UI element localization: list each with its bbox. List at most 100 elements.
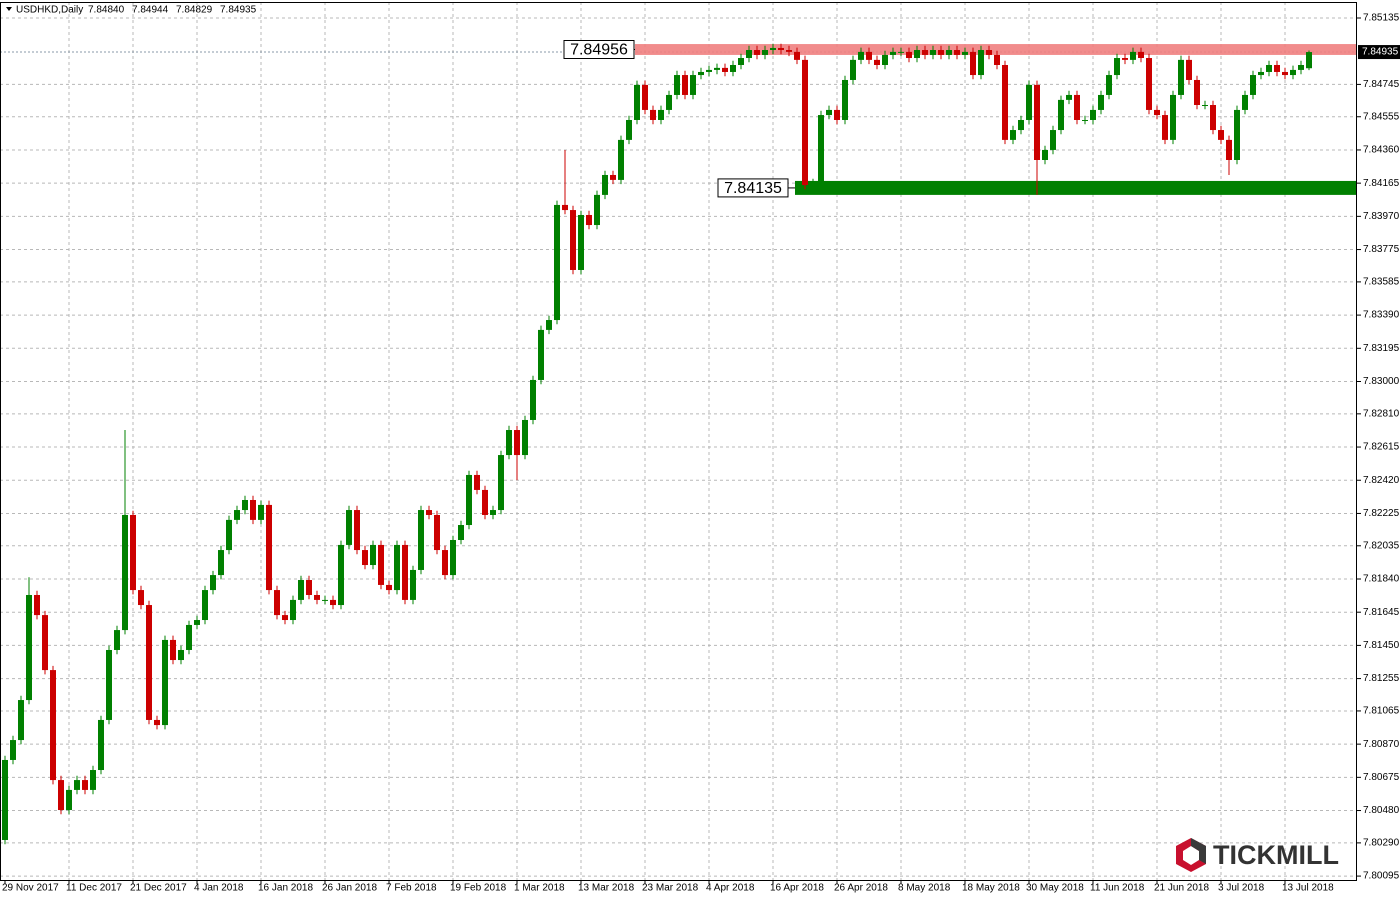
x-tick-label: 29 Nov 2017: [2, 883, 59, 894]
y-tick-label: 7.84360: [1363, 145, 1400, 156]
candle-body: [338, 544, 344, 606]
candle-body: [930, 50, 936, 55]
candle-body: [1170, 94, 1176, 140]
candle-body: [1026, 84, 1032, 120]
candle-body: [1138, 51, 1144, 59]
candle-body: [874, 59, 880, 65]
candle-body: [154, 719, 160, 726]
candle-body: [74, 780, 80, 790]
candle-body: [826, 109, 832, 116]
y-tick-label: 7.83775: [1363, 244, 1400, 255]
candle-body: [474, 474, 480, 490]
candle-body: [578, 214, 584, 270]
candle-body: [234, 510, 240, 520]
candle-body: [610, 174, 616, 180]
candle-body: [738, 58, 744, 65]
candle-body: [146, 605, 152, 720]
candle-body: [306, 580, 312, 595]
candle-body: [402, 544, 408, 600]
candle-body: [818, 115, 824, 183]
candle-body: [1114, 58, 1120, 76]
candle-body: [1194, 79, 1200, 106]
candle-body: [626, 119, 632, 140]
candle-body: [722, 67, 728, 72]
candle-body: [658, 109, 664, 120]
candle-body: [242, 499, 248, 511]
candle-body: [130, 514, 136, 591]
candle-body: [866, 51, 872, 60]
plot-frame: [0, 2, 1357, 881]
x-tick-label: 18 May 2018: [962, 883, 1020, 894]
x-tick-label: 4 Apr 2018: [706, 883, 755, 894]
candle-body: [170, 639, 176, 661]
candle-body: [418, 510, 424, 570]
candle-body: [394, 544, 400, 591]
candle-body: [1202, 105, 1208, 107]
candle-body: [530, 379, 536, 420]
zone: [635, 44, 1357, 55]
y-tick-label: 7.83000: [1363, 376, 1400, 387]
zone-label: 7.84956: [570, 42, 628, 59]
candle-body: [1010, 130, 1016, 140]
candle-body: [802, 59, 808, 186]
ohlc-low: 7.84829: [176, 5, 213, 16]
candle-body: [378, 544, 384, 585]
candle-body: [186, 624, 192, 650]
candle-body: [706, 69, 712, 72]
candle-body: [1258, 71, 1264, 76]
candle-body: [1178, 59, 1184, 95]
candle-layer: [2, 43, 1312, 845]
candle-body: [1074, 94, 1080, 120]
candle-body: [698, 71, 704, 76]
x-tick-label: 21 Dec 2017: [130, 883, 187, 894]
candle-body: [482, 489, 488, 515]
candle-body: [898, 51, 904, 53]
candle-body: [370, 544, 376, 566]
candle-body: [746, 50, 752, 59]
candle-body: [1122, 58, 1128, 60]
candle-body: [562, 204, 568, 211]
y-tick-label: 7.83970: [1363, 211, 1400, 222]
candle-body: [546, 320, 552, 330]
candle-body: [250, 499, 256, 520]
candle-body: [1090, 109, 1096, 120]
x-tick-label: 26 Jan 2018: [322, 883, 377, 894]
candle-body: [634, 84, 640, 120]
y-tick-label: 7.81065: [1363, 706, 1400, 717]
y-tick-label: 7.80675: [1363, 772, 1400, 783]
candle-body: [498, 455, 504, 511]
candle-body: [1002, 64, 1008, 140]
candle-body: [954, 50, 960, 55]
candle-body: [290, 599, 296, 621]
candle-body: [218, 550, 224, 576]
candle-body: [642, 84, 648, 110]
candle-body: [434, 514, 440, 551]
candle-body: [1218, 130, 1224, 140]
candle-body: [810, 182, 816, 186]
candle-body: [1050, 130, 1056, 150]
candle-body: [586, 214, 592, 226]
candle-body: [58, 780, 64, 811]
candle-body: [1298, 64, 1304, 70]
candle-body: [1162, 115, 1168, 140]
y-tick-label: 7.84165: [1363, 178, 1400, 189]
x-tick-label: 11 Dec 2017: [66, 883, 122, 894]
candle-body: [274, 590, 280, 616]
candle-body: [1266, 64, 1272, 72]
zone-label: 7.84135: [724, 180, 782, 197]
candle-body: [26, 594, 32, 701]
candle-body: [914, 50, 920, 59]
candle-body: [330, 599, 336, 606]
candle-body: [450, 540, 456, 576]
grid-layer: [0, 2, 1357, 880]
candle-body: [1018, 119, 1024, 131]
candle-body: [730, 64, 736, 72]
candle-body: [18, 700, 24, 741]
y-tick-label: 7.84745: [1363, 79, 1400, 90]
y-tick-label: 7.81450: [1363, 640, 1400, 651]
candle-body: [618, 139, 624, 180]
candle-body: [346, 510, 352, 545]
candle-body: [98, 719, 104, 771]
zone-layer: [635, 44, 1357, 195]
